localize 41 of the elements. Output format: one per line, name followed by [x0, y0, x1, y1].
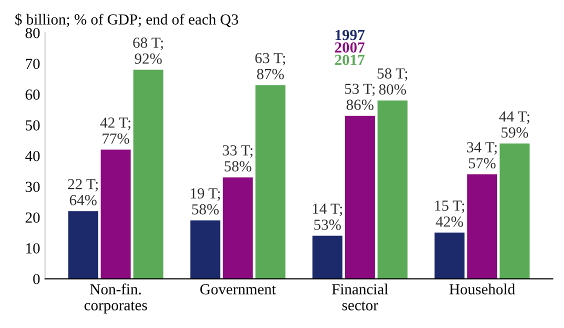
data-label: 44 T; 59%: [499, 111, 530, 138]
text: 1997: [336, 30, 365, 40]
data-label: 42 T; 77%: [100, 118, 130, 144]
bar: [68, 211, 98, 279]
y-tick-label: 30: [26, 182, 40, 192]
text: 2007: [335, 42, 365, 53]
y-tick-label: 10: [26, 243, 40, 254]
y-tick-label: 0: [33, 274, 40, 284]
y-tick-label: 70: [26, 58, 40, 69]
data-label: 63 T; 87%: [255, 52, 286, 80]
y-tick-label: 40: [25, 150, 40, 162]
y-tick-label: 50: [26, 120, 40, 130]
text: 2017: [335, 54, 365, 66]
x-tick-label: Financial sector: [332, 284, 388, 310]
bar: [378, 100, 408, 279]
data-label: 15 T; 42%: [435, 200, 464, 227]
data-label: 14 T; 53%: [312, 204, 342, 230]
y-tick-label: 60: [26, 89, 40, 100]
x-tick-label: Household: [449, 284, 516, 294]
x-tick-label: Non-fin. corporates: [84, 284, 147, 314]
data-label: 68 T; 92%: [133, 38, 163, 64]
data-label: 22 T; 64%: [68, 179, 98, 206]
y-tick-label: 80: [26, 28, 40, 38]
data-label: 53 T; 86%: [345, 84, 375, 110]
bar: [100, 150, 131, 279]
y-tick-label: 20: [26, 212, 40, 223]
x-tick-label: Government: [200, 284, 276, 294]
data-label: 58 T; 80%: [378, 68, 408, 95]
data-label: 34 T; 57%: [467, 142, 497, 168]
bar: [345, 116, 375, 279]
bar: [190, 220, 220, 279]
bar: [467, 174, 498, 279]
data-label: 33 T; 58%: [222, 145, 252, 172]
data-label: 19 T; 58%: [190, 188, 220, 215]
bar: [255, 85, 286, 279]
bar: [133, 70, 164, 279]
bar: [312, 236, 342, 279]
chart-title: $ billion; % of GDP; end of each Q3: [15, 13, 238, 27]
bar: [434, 232, 465, 279]
bar: [222, 177, 253, 279]
bar: [500, 144, 530, 279]
